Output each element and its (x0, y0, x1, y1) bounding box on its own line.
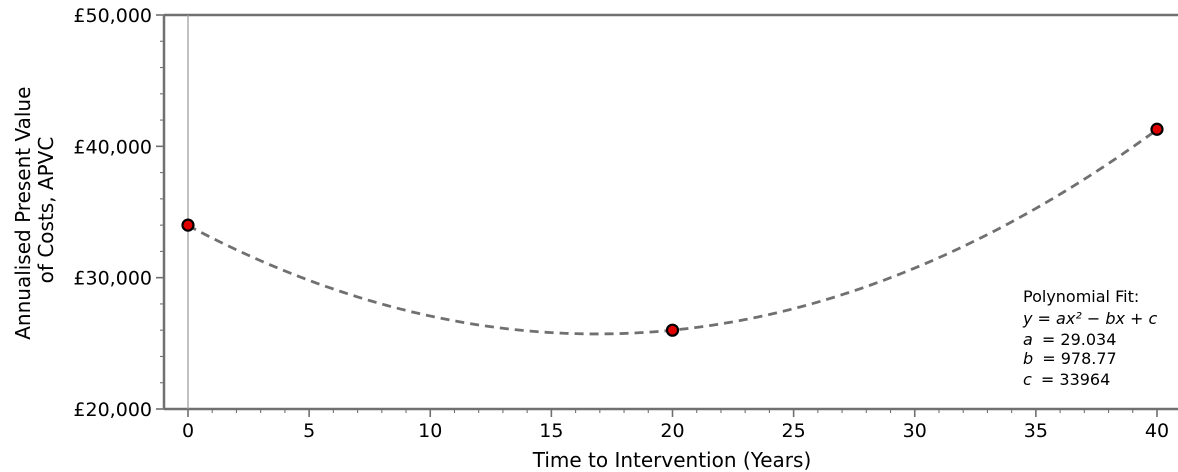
x-tick-label: 0 (182, 420, 194, 442)
annotation-b-symbol: b (1023, 349, 1033, 368)
x-tick-label: 20 (660, 420, 684, 442)
annotation-equation: y = ax² − bx + c (1022, 309, 1158, 328)
annotation-b: b = 978.77 (1023, 349, 1117, 368)
y-tick-label: £20,000 (73, 399, 152, 421)
annotation-a-value: = 29.034 (1042, 330, 1116, 349)
y-axis-title-line-1: Annualised Present Value (11, 87, 35, 340)
annotation-b-value: = 978.77 (1042, 349, 1116, 368)
x-ticks: 0 5 10 15 20 25 30 35 40 (182, 409, 1169, 442)
data-point (1150, 122, 1164, 136)
y-ticks: £20,000 £30,000 £40,000 £50,000 (73, 5, 164, 421)
annotation-a-symbol: a (1023, 330, 1033, 349)
x-tick-label: 25 (782, 420, 806, 442)
polynomial-fit-curve (187, 128, 1158, 336)
x-tick-label: 10 (418, 420, 442, 442)
fit-annotation: Polynomial Fit: y = ax² − bx + c a = 29.… (1022, 287, 1158, 389)
y-tick-label: £40,000 (73, 136, 152, 158)
x-tick-label: 40 (1145, 420, 1169, 442)
x-tick-label: 15 (539, 420, 563, 442)
annotation-heading: Polynomial Fit: (1023, 287, 1139, 306)
annotation-c-symbol: c (1023, 370, 1032, 389)
x-tick-label: 5 (303, 420, 315, 442)
annotation-a: a = 29.034 (1023, 330, 1116, 349)
data-points (181, 122, 1164, 337)
x-tick-label: 35 (1024, 420, 1048, 442)
annotation-c-value: = 33964 (1041, 370, 1110, 389)
y-tick-label: £50,000 (73, 5, 152, 27)
y-tick-label: £30,000 (73, 268, 152, 290)
y-axis-title: Annualised Present Value of Costs, APVC (11, 80, 58, 340)
data-point (665, 323, 680, 337)
annotation-c: c = 33964 (1023, 370, 1110, 389)
x-tick-label: 30 (903, 420, 927, 442)
data-point (181, 218, 195, 232)
x-axis-title: Time to Intervention (Years) (532, 448, 812, 472)
y-axis-title-line-2: of Costs, APVC (34, 137, 58, 284)
